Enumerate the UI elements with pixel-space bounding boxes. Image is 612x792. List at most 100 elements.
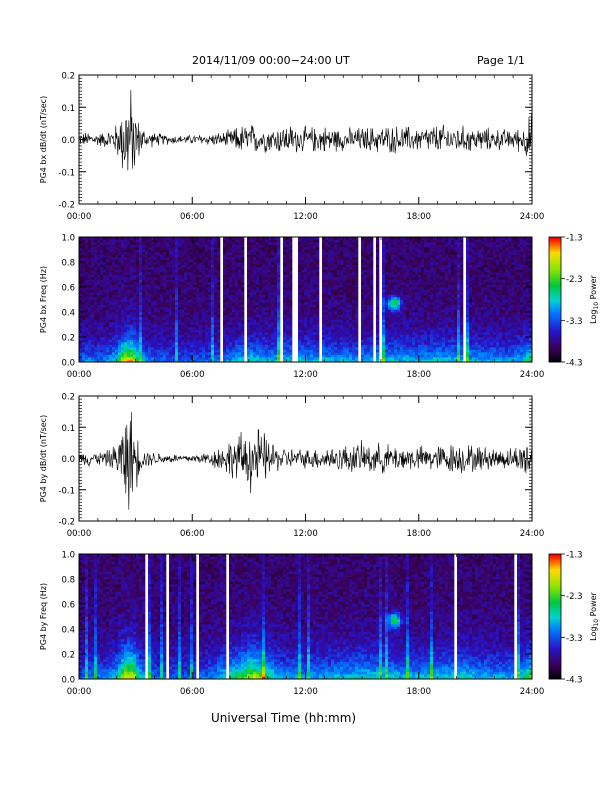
spectrogram-cell: [151, 322, 155, 325]
spectrogram-cell: [127, 242, 131, 245]
spectrogram-cell: [160, 269, 164, 273]
spectrogram-cell: [355, 282, 359, 285]
spectrogram-cell: [157, 317, 161, 320]
spectrogram-cell: [202, 339, 206, 343]
spectrogram-cell: [262, 344, 266, 348]
spectrogram-cell: [301, 322, 305, 325]
spectrogram-cell: [226, 352, 230, 355]
spectrogram-cell: [169, 239, 173, 243]
spectrogram-cell: [322, 264, 326, 268]
spectrogram-cell: [109, 304, 113, 308]
spectrogram-cell: [268, 277, 272, 280]
spectrogram-cell: [331, 324, 335, 328]
spectrogram-cell: [376, 334, 380, 338]
spectrogram-cell: [382, 239, 386, 243]
spectrogram-cell: [265, 344, 269, 348]
spectrogram-cell: [133, 349, 137, 353]
spectrogram-cell: [247, 327, 251, 330]
spectrogram-cell: [97, 337, 101, 340]
spectrogram-cell: [307, 249, 311, 253]
spectrogram-cell: [184, 254, 188, 258]
spectrogram-cell: [283, 257, 287, 260]
spectrogram-cell: [175, 302, 179, 305]
spectrogram-cell: [178, 239, 182, 243]
spectrogram-cell: [367, 264, 371, 268]
spectrogram-cell: [112, 274, 116, 278]
spectrogram-cell: [91, 292, 95, 295]
spectrogram-cell: [196, 352, 200, 355]
spectrogram-cell: [331, 254, 335, 258]
spectrogram-cell: [313, 324, 317, 328]
spectrogram-cell: [208, 329, 212, 333]
spectrogram-cell: [217, 292, 221, 295]
spectrogram-cell: [307, 344, 311, 348]
spectrogram-cell: [82, 327, 86, 330]
spectrogram-cell: [172, 242, 176, 245]
spectrogram-cell: [304, 272, 308, 275]
spectrogram-cell: [217, 334, 221, 338]
spectrogram-cell: [247, 302, 251, 305]
spectrogram-cell: [214, 304, 218, 308]
spectrogram-cell: [139, 279, 143, 283]
spectrogram-cell: [202, 317, 206, 320]
spectrogram-cell: [316, 324, 320, 328]
y-tick-label: 0.1: [61, 104, 75, 114]
spectrogram-cell: [196, 359, 200, 363]
spectrogram-cell: [337, 344, 341, 348]
spectrogram-cell: [274, 244, 278, 248]
spectrogram-cell: [100, 252, 104, 255]
spectrogram-cell: [175, 304, 179, 308]
spectrogram-cell: [235, 309, 239, 313]
spectrogram-cell: [178, 337, 182, 340]
spectrogram-cell: [97, 352, 101, 355]
spectrogram-cell: [217, 357, 221, 360]
spectrogram-cell: [238, 317, 242, 320]
spectrogram-cell: [130, 247, 134, 250]
spectrogram-cell: [289, 352, 293, 355]
spectrogram-cell: [262, 272, 266, 275]
spectrogram-cell: [127, 327, 131, 330]
spectrogram-cell: [229, 272, 233, 275]
spectrogram-cell: [364, 327, 368, 330]
spectrogram-cell: [142, 302, 146, 305]
spectrogram-cell: [286, 277, 290, 280]
spectrogram-cell: [184, 292, 188, 295]
spectrogram-cell: [127, 262, 131, 265]
spectrogram-cell: [214, 312, 218, 315]
spectrogram-cell: [325, 294, 329, 298]
spectrogram-cell: [139, 244, 143, 248]
spectrogram-cell: [238, 287, 242, 290]
spectrogram-cell: [154, 292, 158, 295]
spectrogram-cell: [100, 327, 104, 330]
spectrogram-cell: [208, 239, 212, 243]
spectrogram-cell: [97, 349, 101, 353]
spectrogram-cell: [316, 339, 320, 343]
spectrogram-cell: [226, 344, 230, 348]
spectrogram-cell: [97, 244, 101, 248]
spectrogram-cell: [121, 247, 125, 250]
spectrogram-cell: [175, 314, 179, 318]
spectrogram-cell: [265, 287, 269, 290]
spectrogram-cell: [115, 242, 119, 245]
spectrogram-cell: [217, 327, 221, 330]
spectrogram-cell: [88, 354, 92, 358]
spectrogram-cell: [94, 322, 98, 325]
spectrogram-cell: [388, 329, 392, 333]
spectrogram-cell: [97, 302, 101, 305]
spectrogram-cell: [100, 247, 104, 250]
spectrogram-cell: [205, 307, 209, 310]
spectrogram-cell: [256, 242, 260, 245]
spectrogram-cell: [352, 279, 356, 283]
spectrogram-cell: [109, 332, 113, 335]
spectrogram-cell: [160, 297, 164, 300]
spectrogram-cell: [316, 299, 320, 303]
spectrogram-cell: [166, 314, 170, 318]
spectrogram-cell: [133, 297, 137, 300]
spectrogram-cell: [271, 342, 275, 345]
spectrogram-cell: [277, 284, 281, 288]
spectrogram-cell: [139, 359, 143, 363]
spectrogram-cell: [175, 332, 179, 335]
spectrogram-cell: [391, 359, 395, 363]
spectrogram-cell: [382, 327, 386, 330]
spectrogram-cell: [88, 262, 92, 265]
